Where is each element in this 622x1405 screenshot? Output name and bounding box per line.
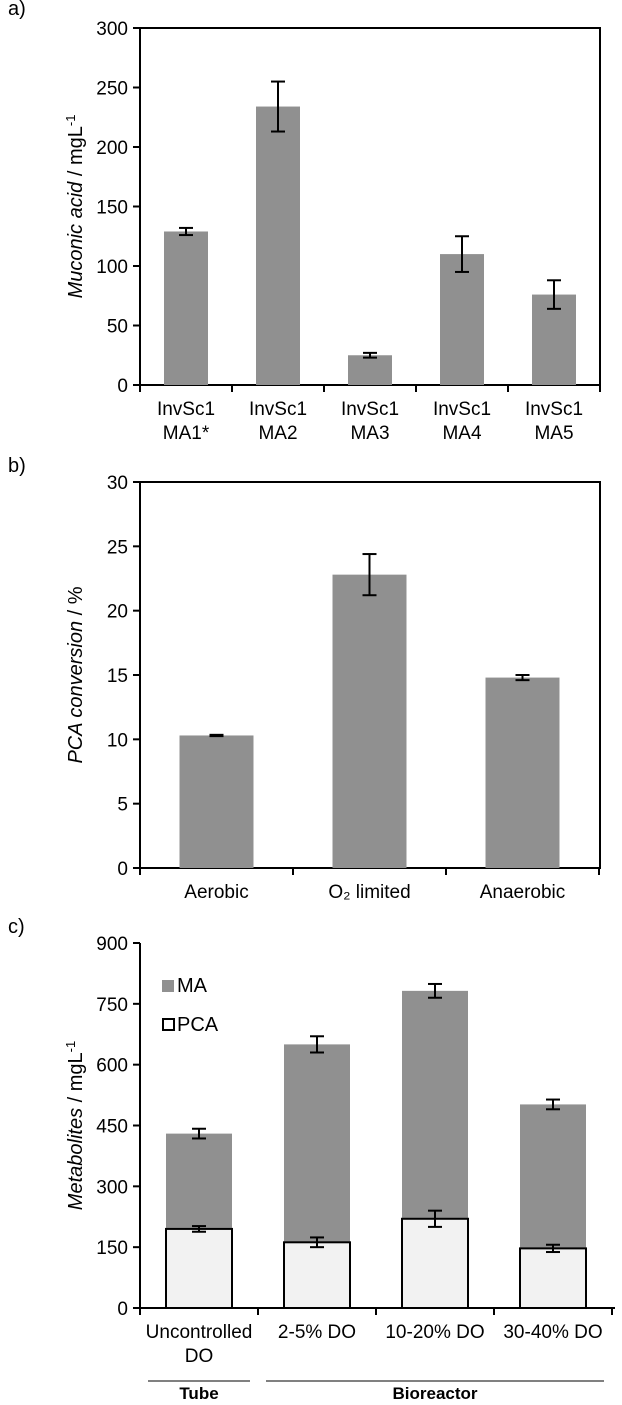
bar-ma — [402, 990, 468, 1219]
x-tick-label: Uncontrolled — [146, 1322, 253, 1343]
plot-frame — [139, 27, 601, 386]
y-tick-label: 0 — [117, 1299, 128, 1320]
x-tick-label: InvSc1 — [341, 399, 399, 420]
bar — [179, 735, 254, 868]
panel-label: a) — [8, 0, 26, 20]
bar — [256, 106, 300, 385]
x-tick-label: MA3 — [350, 423, 389, 444]
bar-pca — [401, 1217, 469, 1310]
y-axis-label: PCA conversion / % — [65, 586, 87, 763]
x-tick-label: InvSc1 — [433, 399, 491, 420]
bar-pca — [519, 1247, 587, 1309]
y-tick-label: 250 — [96, 79, 128, 100]
x-tick-label: InvSc1 — [249, 399, 307, 420]
x-tick-label: DO — [185, 1346, 214, 1367]
x-tick-label: 10-20% DO — [385, 1322, 484, 1343]
y-axis-label-quantity: Muconic acid — [65, 181, 87, 299]
bar-ma — [166, 1133, 232, 1229]
y-tick-label: 100 — [96, 257, 128, 278]
y-axis-label: Muconic acid / mgL-1 — [63, 115, 88, 299]
y-tick-label: 0 — [117, 859, 128, 880]
bar-ma — [520, 1104, 586, 1249]
bar-pca — [283, 1241, 351, 1310]
x-tick-label: MA2 — [258, 423, 297, 444]
group-label: Tube — [179, 1384, 218, 1403]
x-tick-label: MA4 — [442, 423, 482, 444]
y-axis-label-unit: / % — [65, 586, 87, 621]
y-tick-label: 20 — [107, 602, 128, 623]
y-axis-label-quantity: PCA conversion — [65, 621, 87, 764]
bar — [348, 355, 392, 385]
y-tick-label: 900 — [96, 934, 128, 955]
y-tick-label: 150 — [96, 1238, 128, 1259]
bar — [332, 574, 407, 868]
y-axis-label-unit: / mgL — [65, 1052, 87, 1108]
y-tick-label: 300 — [96, 1177, 128, 1198]
panel-label: b) — [8, 455, 26, 477]
bar-ma — [284, 1044, 350, 1243]
y-tick-label: 300 — [96, 19, 128, 40]
y-tick-label: 450 — [96, 1117, 128, 1138]
y-axis-label-unit: / mgL — [65, 126, 87, 182]
x-tick-label: InvSc1 — [157, 399, 215, 420]
y-tick-label: 25 — [107, 537, 128, 558]
y-tick-label: 30 — [107, 473, 128, 494]
legend-label-ma: MA — [177, 975, 208, 997]
y-tick-label: 50 — [107, 317, 128, 338]
y-tick-label: 10 — [107, 730, 128, 751]
y-tick-label: 0 — [117, 376, 128, 397]
x-tick-label: Aerobic — [184, 882, 248, 903]
x-tick-label: MA5 — [534, 423, 573, 444]
bar — [440, 254, 484, 385]
y-tick-label: 200 — [96, 138, 128, 159]
y-tick-label: 600 — [96, 1056, 128, 1077]
y-tick-label: 5 — [117, 795, 128, 816]
x-tick-label: Anaerobic — [480, 882, 566, 903]
x-tick-label: 2-5% DO — [278, 1322, 356, 1343]
y-tick-label: 150 — [96, 198, 128, 219]
legend-swatch-pca — [162, 1018, 175, 1031]
y-axis-label-exponent: -1 — [63, 1041, 78, 1053]
bar — [485, 677, 560, 868]
x-tick-label: O₂ limited — [328, 882, 410, 903]
bar-pca — [165, 1227, 233, 1309]
x-tick-label: InvSc1 — [525, 399, 583, 420]
y-axis-label-quantity: Metabolites — [65, 1108, 87, 1210]
panel-label: c) — [8, 916, 25, 938]
y-axis-label-exponent: -1 — [63, 115, 78, 127]
y-axis-label: Metabolites / mgL-1 — [63, 1041, 88, 1210]
y-tick-label: 750 — [96, 995, 128, 1016]
y-tick-label: 15 — [107, 666, 128, 687]
x-tick-label: 30-40% DO — [503, 1322, 602, 1343]
bar — [164, 231, 208, 385]
group-label: Bioreactor — [392, 1384, 477, 1403]
legend-label-pca: PCA — [177, 1014, 219, 1036]
legend-swatch-ma — [162, 980, 174, 992]
x-tick-label: MA1* — [163, 423, 210, 444]
